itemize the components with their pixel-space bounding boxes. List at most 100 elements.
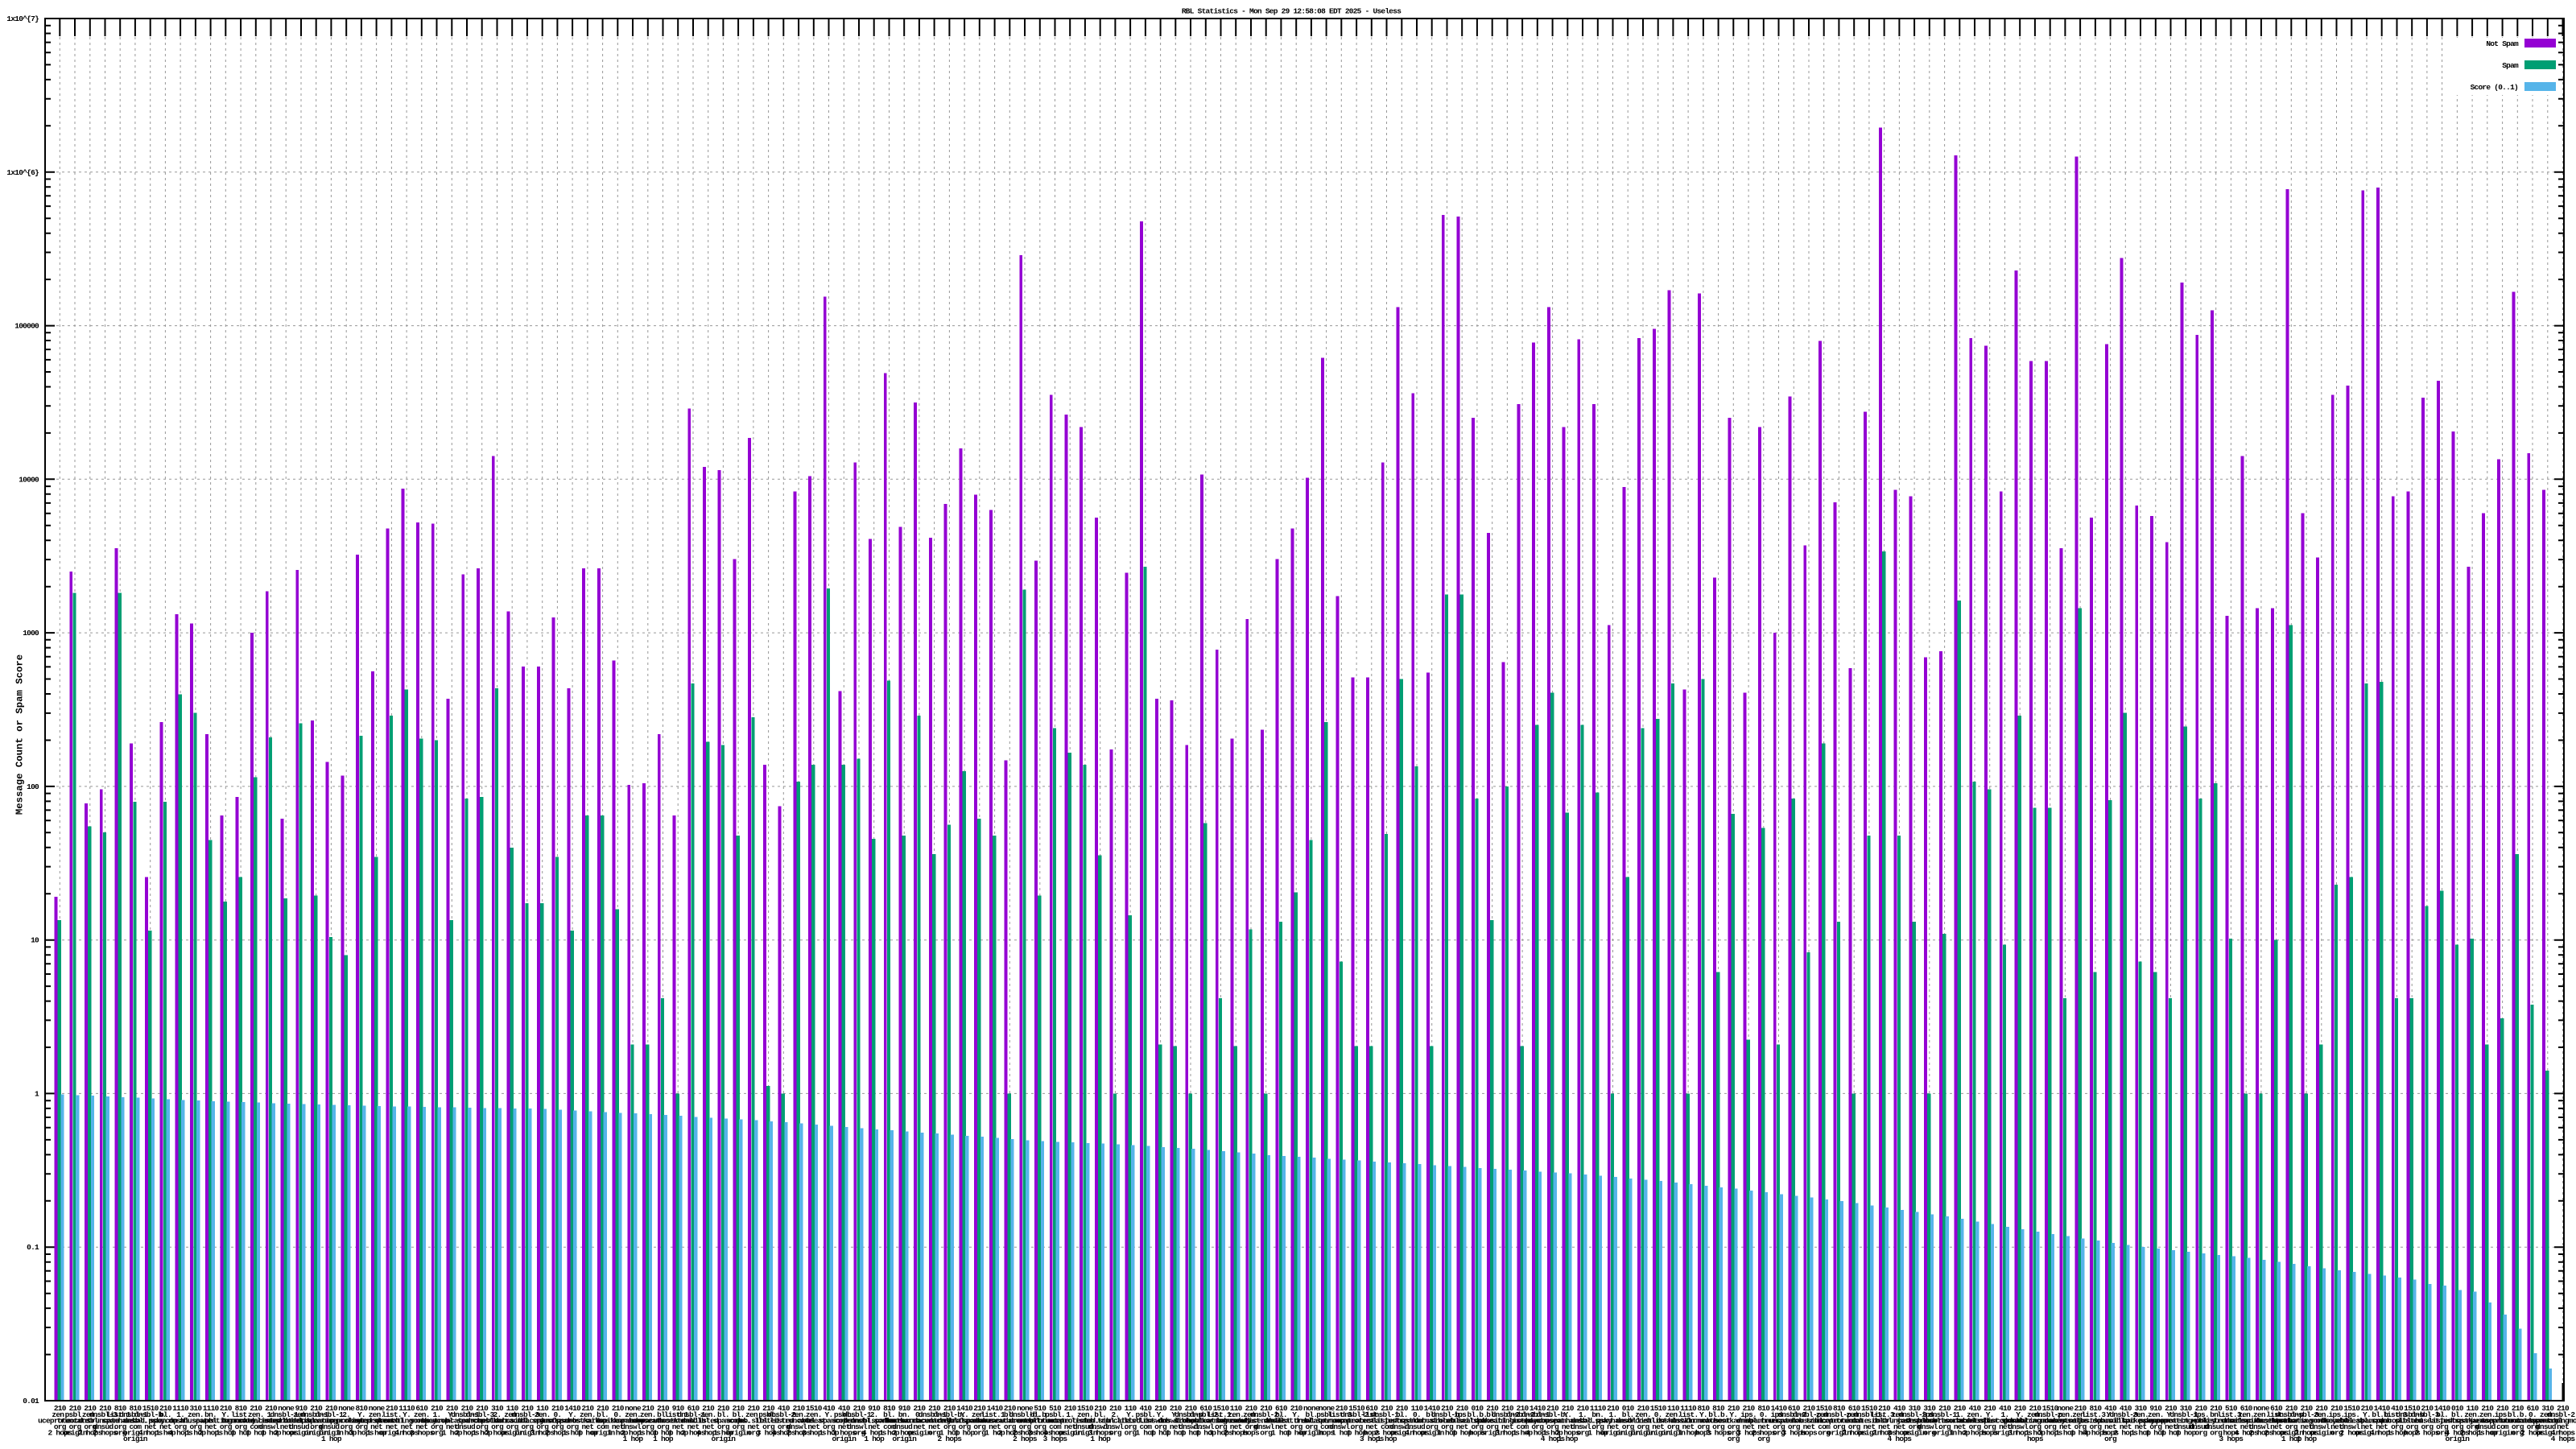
svg-text:none: none <box>2253 1404 2270 1413</box>
svg-text:origin: origin <box>500 1429 525 1438</box>
svg-text:origin: origin <box>63 1429 88 1438</box>
svg-text:0.: 0. <box>1760 1410 1768 1419</box>
svg-text:210: 210 <box>461 1404 474 1413</box>
svg-text:org: org <box>2330 1429 2343 1438</box>
svg-text:net: net <box>672 1422 684 1431</box>
svg-text:zen.: zen. <box>745 1410 762 1419</box>
svg-text:dnsbl-1.: dnsbl-1. <box>451 1410 483 1419</box>
svg-text:1 hop: 1 hop <box>2477 1429 2498 1438</box>
svg-text:1 hop: 1 hop <box>2070 1429 2091 1438</box>
svg-text:net: net <box>2301 1422 2313 1431</box>
svg-text:210: 210 <box>1878 1404 1891 1413</box>
svg-text:210: 210 <box>2361 1404 2374 1413</box>
svg-text:4 hops: 4 hops <box>2083 1429 2108 1438</box>
svg-text:org: org <box>491 1422 504 1431</box>
svg-text:510: 510 <box>1034 1404 1046 1413</box>
svg-text:210: 210 <box>1546 1404 1559 1413</box>
svg-text:0.01: 0.01 <box>23 1397 39 1406</box>
svg-text:bl.: bl. <box>1004 1410 1016 1419</box>
svg-text:origin: origin <box>1902 1429 1927 1438</box>
svg-text:Y.: Y. <box>1157 1410 1165 1419</box>
svg-text:org: org <box>1546 1422 1559 1431</box>
svg-text:org: org <box>717 1422 730 1431</box>
svg-text:2 hops: 2 hops <box>78 1429 103 1438</box>
svg-text:dnsbl-2.: dnsbl-2. <box>767 1410 799 1419</box>
svg-text:810: 810 <box>355 1404 368 1413</box>
svg-text:dnswl.: dnswl. <box>1179 1422 1203 1431</box>
svg-text:zen.: zen. <box>2057 1410 2073 1419</box>
svg-text:810: 810 <box>114 1404 127 1413</box>
svg-text:hops: hops <box>2103 1429 2120 1438</box>
svg-text:org: org <box>1938 1422 1951 1431</box>
svg-text:org: org <box>2512 1422 2524 1431</box>
svg-text:dob.sibl.: dob.sibl. <box>1414 1417 1450 1426</box>
svg-text:4 hops: 4 hops <box>1043 1429 1068 1438</box>
svg-text:abuseat.: abuseat. <box>180 1417 212 1426</box>
svg-text:1510: 1510 <box>1650 1404 1667 1413</box>
svg-text:sorbs.: sorbs. <box>560 1417 584 1426</box>
svg-text:0.: 0. <box>915 1410 923 1419</box>
svg-text:610: 610 <box>1788 1404 1801 1413</box>
svg-text:net: net <box>913 1422 925 1431</box>
svg-text:org: org <box>220 1422 233 1431</box>
svg-text:1 hop: 1 hop <box>246 1429 266 1438</box>
svg-text:list.: list. <box>382 1410 402 1419</box>
svg-text:uceprotect.: uceprotect. <box>324 1417 368 1426</box>
svg-text:210: 210 <box>1094 1404 1107 1413</box>
svg-text:hostkarma.: hostkarma. <box>598 1417 638 1426</box>
svg-text:210: 210 <box>733 1404 745 1413</box>
svg-text:org: org <box>1290 1422 1303 1431</box>
svg-text:zen.: zen. <box>700 1410 716 1419</box>
svg-text:ips.: ips. <box>2193 1410 2209 1419</box>
svg-text:net: net <box>1607 1422 1619 1431</box>
svg-text:sorbs.: sorbs. <box>410 1417 434 1426</box>
svg-text:org: org <box>733 1422 745 1431</box>
svg-text:ips.: ips. <box>1454 1410 1470 1419</box>
svg-text:net: net <box>687 1422 700 1431</box>
svg-text:1110: 1110 <box>398 1404 415 1413</box>
svg-text:origin: origin <box>2355 1429 2380 1438</box>
svg-text:1 hop: 1 hop <box>1271 1429 1292 1438</box>
svg-text:org: org <box>1260 1429 1273 1438</box>
svg-text:org: org <box>1004 1422 1017 1431</box>
svg-text:net: net <box>1954 1422 1966 1431</box>
svg-text:dnsbl.: dnsbl. <box>168 1417 192 1426</box>
svg-text:truncate.: truncate. <box>2213 1417 2249 1426</box>
svg-text:truncate.: truncate. <box>1881 1417 1918 1426</box>
svg-text:310: 310 <box>2135 1404 2148 1413</box>
svg-text:bn.: bn. <box>1591 1410 1604 1419</box>
svg-text:3 hops: 3 hops <box>2008 1429 2033 1438</box>
svg-text:com: com <box>883 1422 896 1431</box>
svg-text:dnswl.: dnswl. <box>1194 1422 1218 1431</box>
svg-text:1 hop: 1 hop <box>442 1429 463 1438</box>
svg-text:org: org <box>1667 1422 1680 1431</box>
svg-text:zen.: zen. <box>806 1410 822 1419</box>
svg-text:1 hop: 1 hop <box>1090 1435 1111 1443</box>
svg-text:Y.: Y. <box>1563 1410 1571 1419</box>
svg-text:sorbs.: sorbs. <box>726 1417 750 1426</box>
svg-text:210: 210 <box>1954 1404 1967 1413</box>
svg-text:1 hop: 1 hop <box>1452 1429 1473 1438</box>
svg-text:truncate.: truncate. <box>781 1417 817 1426</box>
svg-text:org: org <box>1984 1422 1996 1431</box>
svg-text:4 hops: 4 hops <box>862 1429 887 1438</box>
svg-text:justspam.: justspam. <box>2470 1417 2506 1426</box>
svg-text:3 hops: 3 hops <box>1088 1429 1113 1438</box>
svg-text:net: net <box>1743 1422 1755 1431</box>
svg-text:410: 410 <box>823 1404 836 1413</box>
svg-text:net: net <box>1456 1422 1468 1431</box>
svg-text:zen.: zen. <box>1077 1410 1093 1419</box>
svg-text:210: 210 <box>2014 1404 2027 1413</box>
svg-text:none: none <box>338 1404 355 1413</box>
svg-text:610: 610 <box>1199 1404 1212 1413</box>
svg-text:1 hop: 1 hop <box>231 1429 252 1438</box>
svg-text:zen.: zen. <box>2072 1410 2088 1419</box>
svg-text:bl.spamcop.: bl.spamcop. <box>701 1417 745 1426</box>
svg-text:Y.: Y. <box>1986 1410 1994 1419</box>
svg-text:dnsbl-1.: dnsbl-1. <box>316 1410 348 1419</box>
svg-text:org: org <box>536 1422 549 1431</box>
svg-text:sorbs.: sorbs. <box>832 1417 856 1426</box>
svg-text:dnsbl.: dnsbl. <box>123 1417 147 1426</box>
svg-text:3 hops: 3 hops <box>2038 1429 2063 1438</box>
svg-text:truncate.: truncate. <box>1761 1417 1797 1426</box>
